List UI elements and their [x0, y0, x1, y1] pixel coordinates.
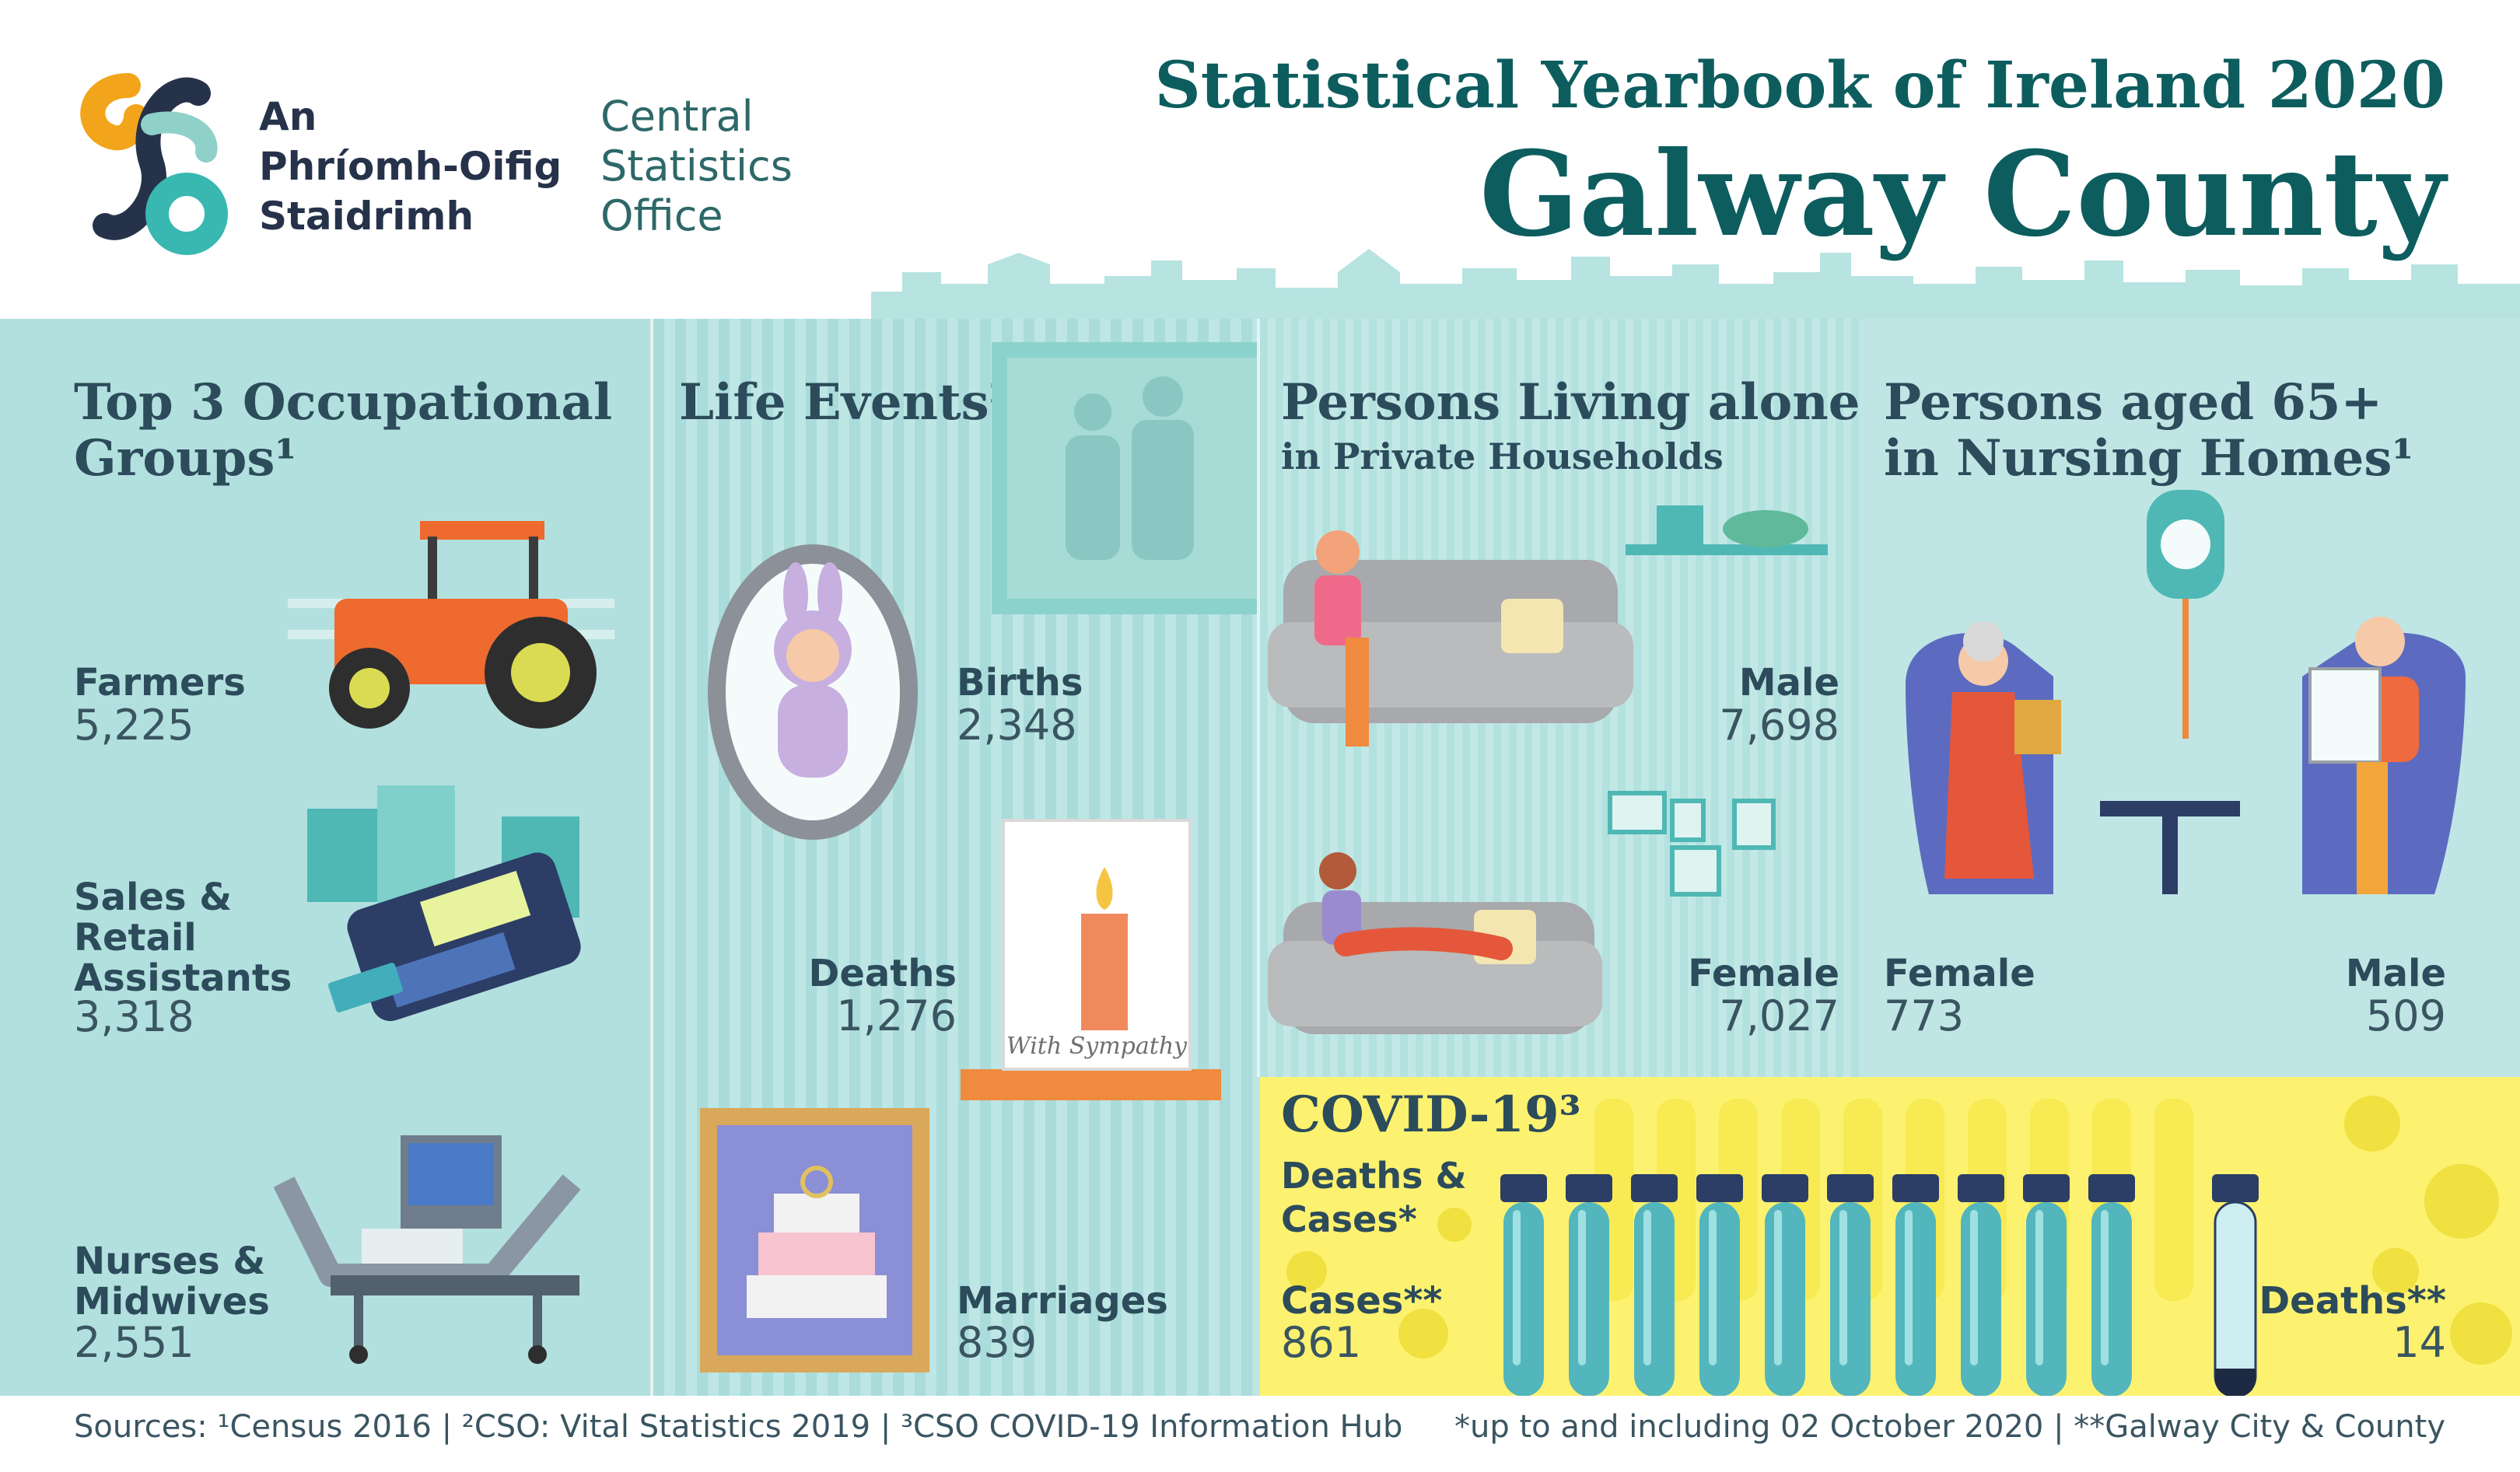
- sales-retail-label-line: Assistants: [74, 956, 292, 1000]
- nursing-male-label: Male: [2345, 952, 2446, 995]
- covid-deaths-value: 14: [2392, 1318, 2446, 1367]
- covid-cases-label: Cases**: [1281, 1279, 1443, 1323]
- sales-retail-label-line: Sales &: [74, 876, 233, 919]
- covid-deaths-label: Deaths**: [2259, 1279, 2446, 1323]
- footer: [0, 1396, 2520, 1472]
- covid-subtitle-line: Deaths &: [1281, 1155, 1467, 1197]
- org-english-line: Statistics: [600, 142, 793, 191]
- sales-retail-value: 3,318: [74, 992, 194, 1041]
- org-irish-line: Staidrimh: [259, 194, 474, 239]
- covid-background-pattern: [1286, 1096, 2512, 1365]
- farmers-label: Farmers: [74, 661, 246, 705]
- nurses-midwives-value: 2,551: [74, 1318, 194, 1367]
- footer-sources: Sources: ¹Census 2016 | ²CSO: Vital Stat…: [74, 1409, 1403, 1445]
- death-tube: [2212, 1174, 2259, 1398]
- nursing-homes-title-line: Persons aged 65+: [1884, 373, 2383, 432]
- nurses-midwives-label-line: Midwives: [74, 1280, 270, 1323]
- sales-retail-label-line: Retail: [74, 916, 197, 960]
- woman-on-sofa-illustration: [1268, 791, 1776, 1034]
- sales-retail-label: Sales & Retail Assistants: [74, 877, 292, 998]
- test-tubes-illustration: [1500, 1174, 2259, 1398]
- nursing-female-value: 773: [1884, 991, 1965, 1040]
- occupations-title-line: Groups¹: [74, 429, 297, 488]
- covid-subtitle-line: Cases*: [1281, 1198, 1417, 1240]
- marriages-value: 839: [957, 1318, 1038, 1367]
- nursing-male-value: 509: [2365, 991, 2446, 1040]
- life-events-title: Life Events²: [679, 373, 1011, 432]
- nursing-homes-title: Persons aged 65+ in Nursing Homes¹: [1884, 375, 2413, 487]
- covid-title: COVID-19³: [1281, 1086, 1581, 1144]
- elderly-couple-illustration: [1906, 490, 2466, 894]
- sympathy-card-text: With Sympathy: [1006, 1033, 1188, 1060]
- org-name-irish: An Phríomh-Oifig Staidrimh: [259, 92, 562, 241]
- living-alone-female-label: Female: [1688, 952, 1839, 995]
- card-payment-illustration: [307, 785, 581, 1022]
- org-name-english: Central Statistics Office: [600, 92, 793, 241]
- living-alone-male-label: Male: [1738, 661, 1839, 705]
- farmers-value: 5,225: [74, 701, 194, 750]
- living-alone-subtitle: in Private Households: [1281, 435, 1724, 477]
- case-tubes: [1500, 1174, 2135, 1397]
- org-irish-line: Phríomh-Oifig: [259, 144, 562, 189]
- living-alone-male-value: 7,698: [1719, 701, 1839, 750]
- hospital-bed-illustration: [273, 1135, 581, 1364]
- covid-subtitle: Deaths & Cases*: [1281, 1154, 1467, 1241]
- family-photo-frame-illustration: [992, 342, 1260, 614]
- births-label: Births: [957, 661, 1083, 705]
- nurses-midwives-label-line: Nurses &: [74, 1239, 266, 1283]
- nursing-homes-title-line: in Nursing Homes¹: [1884, 429, 2414, 488]
- covid-cases-value: 861: [1281, 1318, 1362, 1367]
- org-english-line: Central: [600, 92, 754, 141]
- deaths-label: Deaths: [808, 952, 957, 995]
- org-english-line: Office: [600, 191, 723, 240]
- yearbook-title: Statistical Yearbook of Ireland 2020: [1154, 48, 2445, 123]
- footer-notes: *up to and including 02 October 2020 | *…: [1454, 1409, 2445, 1445]
- deaths-value: 1,276: [836, 991, 957, 1040]
- living-alone-title: Persons Living alone¹: [1281, 373, 1882, 432]
- nursing-female-label: Female: [1884, 952, 2035, 995]
- births-value: 2,348: [957, 701, 1077, 750]
- marriages-label: Marriages: [957, 1279, 1168, 1323]
- org-irish-line: An: [259, 94, 317, 139]
- occupations-title: Top 3 Occupational Groups¹: [74, 375, 612, 487]
- cso-logo-icon: [80, 73, 228, 255]
- covid-panel: [1260, 1077, 2520, 1396]
- occupations-title-line: Top 3 Occupational: [74, 373, 613, 432]
- sympathy-card-illustration: With Sympathy: [961, 819, 1221, 1100]
- wedding-cake-frame-illustration: [700, 1108, 929, 1372]
- living-alone-female-value: 7,027: [1719, 991, 1839, 1040]
- man-on-sofa-illustration: [1268, 505, 1828, 746]
- baby-portrait-illustration: [708, 544, 918, 840]
- town-skyline-illustration: [871, 249, 2520, 323]
- header: An Phríomh-Oifig Staidrimh Central Stati…: [0, 0, 2520, 323]
- tractor-illustration: [288, 521, 614, 729]
- county-title: Galway County: [1479, 126, 2445, 263]
- nurses-midwives-label: Nurses & Midwives: [74, 1241, 270, 1322]
